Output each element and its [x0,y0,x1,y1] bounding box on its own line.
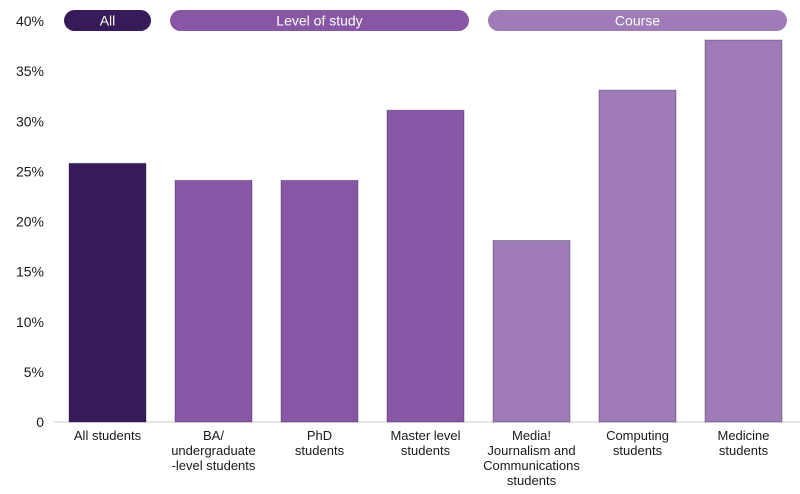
y-tick-label: 10% [16,314,44,330]
x-category-label: undergraduate [171,443,256,458]
x-category-label: students [613,443,663,458]
x-category-label: All students [74,428,142,443]
x-category-label: students [401,443,451,458]
y-tick-label: 0 [36,414,44,430]
x-category-label: Journalism and [487,443,575,458]
x-category-label: students [295,443,345,458]
x-category-label: PhD [307,428,332,443]
bar [492,240,571,423]
bar [598,89,677,423]
x-category-label: Communications [483,458,580,473]
y-tick-label: 5% [24,364,44,380]
x-category-label: Media! [512,428,551,443]
bars [68,39,783,423]
x-category-label: Computing [606,428,669,443]
y-tick-label: 30% [16,113,44,129]
group-header-label: Level of study [276,13,362,29]
group-headers: All Level of study Course [64,10,787,31]
group-header-label: All [100,13,116,29]
y-tick-label: 35% [16,63,44,79]
bar [386,109,465,423]
group-header-pill [170,10,469,31]
y-tick-label: 20% [16,214,44,230]
y-tick-label: 40% [16,13,44,29]
y-tick-label: 25% [16,163,44,179]
bar [68,162,147,423]
x-category-label: Medicine [717,428,769,443]
x-category-label: students [507,473,557,488]
group-header-pill [488,10,787,31]
x-category-label: students [719,443,769,458]
category-labels: All students BA/undergraduate-level stude… [74,428,770,488]
x-category-label: BA/ [203,428,224,443]
bar [704,39,783,423]
x-category-label: -level students [172,458,256,473]
group-header-label: Course [615,13,660,29]
y-tick-label: 15% [16,264,44,280]
bar [280,179,359,423]
bar [174,179,253,423]
group-header-pill [64,10,151,31]
x-category-label: Master level [390,428,460,443]
